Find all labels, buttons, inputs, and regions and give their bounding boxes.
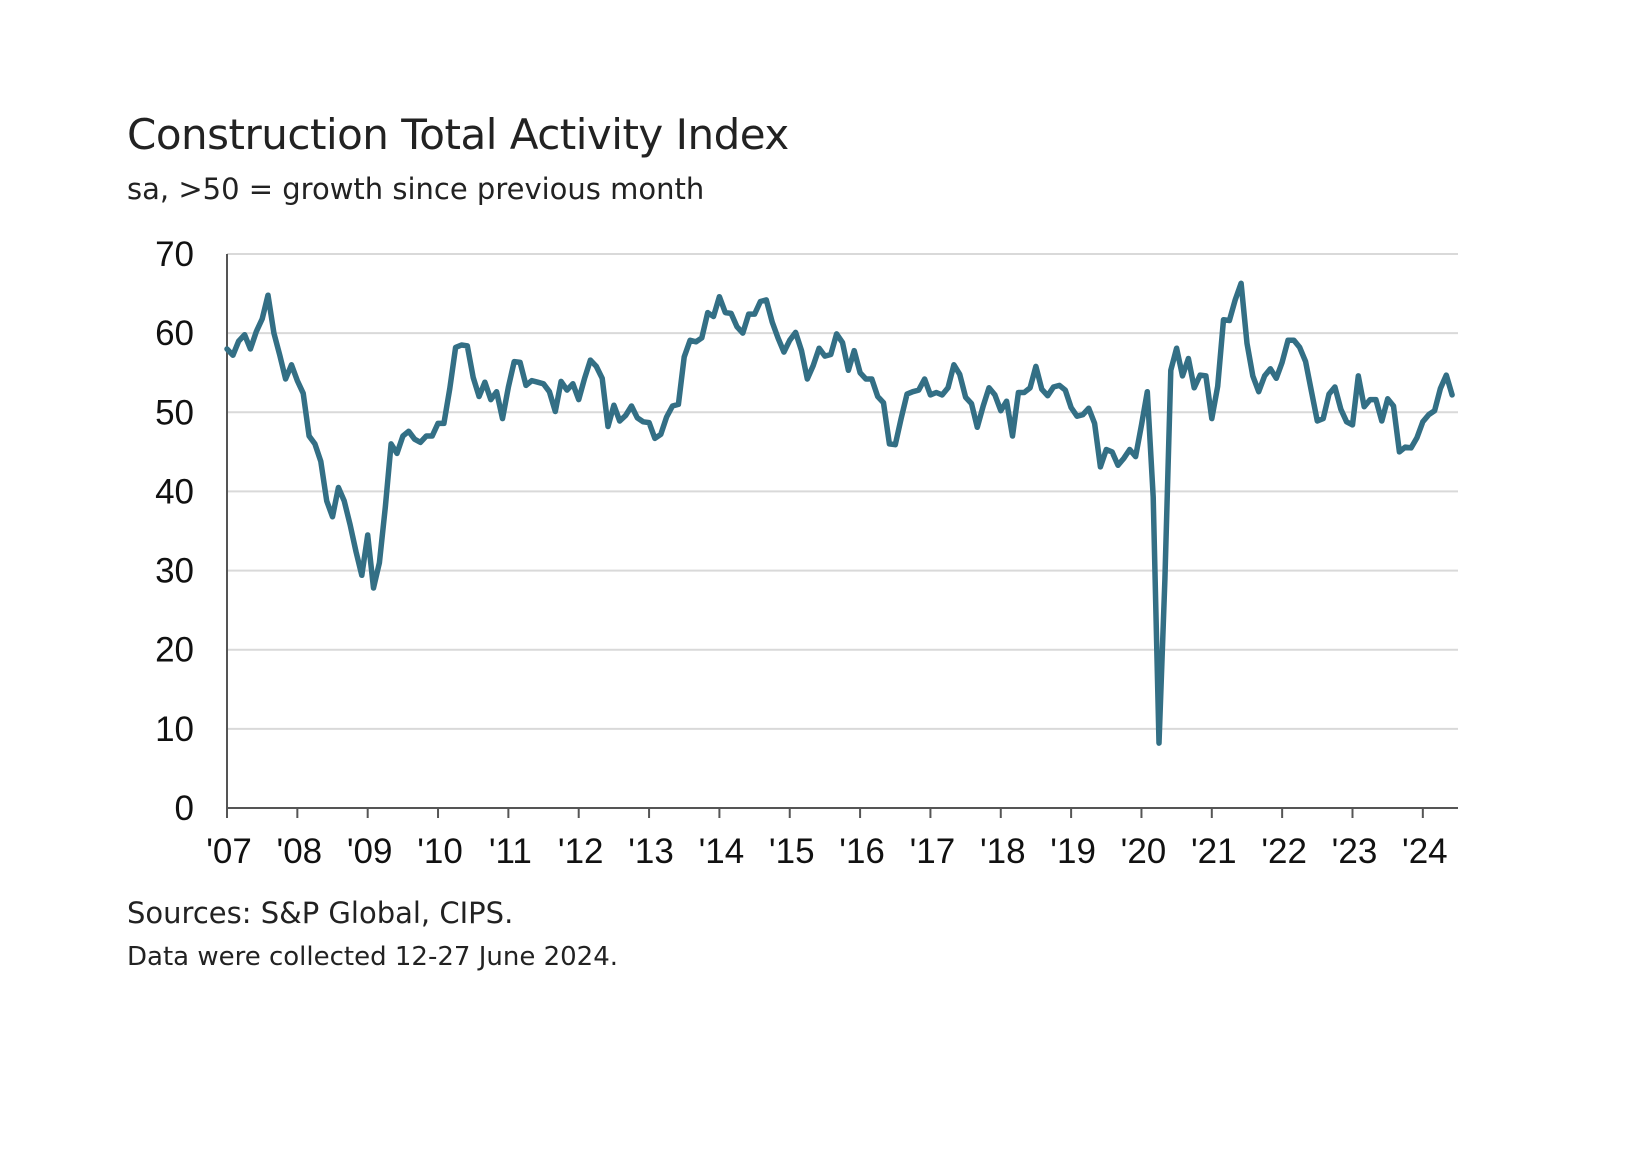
x-tick-label: '21 [1191,832,1237,871]
x-tick-label: '16 [839,832,885,871]
y-tick-label: 60 [155,314,194,353]
x-tick-label: '24 [1402,832,1448,871]
y-tick-label: 50 [155,393,194,432]
x-tick-label: '08 [277,832,323,871]
source-note: Sources: S&P Global, CIPS. [127,896,514,930]
x-tick-label: '11 [489,832,532,871]
x-tick-label: '23 [1332,832,1378,871]
x-tick-label: '10 [417,832,463,871]
series-layer [224,280,1455,746]
collection-date-note: Data were collected 12-27 June 2024. [127,942,619,972]
x-tick-label: '19 [1050,832,1096,871]
x-tick-label: '14 [699,832,745,871]
tick-labels: 0 10 20 30 40 50 60 70 '07 '08 '09 '10 '11 '12 '13 '14 '… [155,235,1448,871]
chart-title: Construction Total Activity Index [127,110,789,159]
x-tick-label: '17 [910,832,956,871]
x-tick-label: '20 [1121,832,1167,871]
y-tick-label: 10 [155,710,194,749]
x-tick-label: '09 [347,832,393,871]
chart-subtitle: sa, >50 = growth since previous month [127,172,705,206]
x-tick-label: '15 [769,832,815,871]
x-tick-label: '18 [980,832,1026,871]
grid-lines [227,253,1458,730]
y-tick-label: 0 [175,789,194,828]
y-tick-label: 40 [155,472,194,511]
x-tick-label: '22 [1261,832,1307,871]
x-tick-label: '13 [628,832,674,871]
x-tick-label: '12 [558,832,604,871]
y-tick-label: 70 [155,235,194,274]
x-tick-label: '07 [206,832,252,871]
y-tick-label: 30 [155,552,194,591]
series-line-0 [224,280,1455,746]
y-tick-label: 20 [155,631,194,670]
